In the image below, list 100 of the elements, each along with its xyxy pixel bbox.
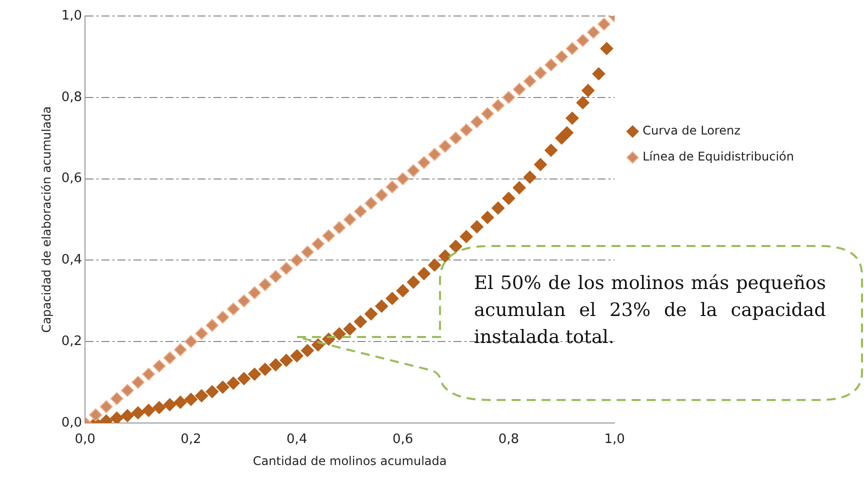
point: [280, 354, 293, 367]
point: [354, 204, 367, 218]
point: [216, 380, 230, 394]
y-tick-label: 0,8: [61, 90, 82, 105]
point: [110, 412, 124, 423]
legend-label: Línea de Equidistribución: [642, 150, 794, 164]
point: [290, 349, 304, 362]
point: [598, 18, 611, 31]
point: [312, 237, 325, 250]
point: [258, 278, 272, 292]
point: [460, 230, 473, 244]
point: [592, 67, 606, 80]
point: [428, 258, 442, 272]
point: [449, 132, 462, 145]
point: [269, 358, 282, 372]
point: [396, 172, 410, 186]
point: [406, 164, 420, 178]
legend-label: Curva de Lorenz: [642, 124, 740, 138]
point: [248, 286, 262, 300]
y-tick-label: 0,6: [61, 171, 82, 186]
point: [386, 180, 399, 194]
point: [470, 220, 484, 234]
point: [417, 267, 430, 280]
point: [184, 392, 198, 406]
point: [343, 213, 356, 226]
point: [174, 396, 187, 409]
point: [600, 42, 614, 56]
point: [492, 202, 505, 215]
point: [163, 351, 176, 364]
x-tick-label: 0,0: [74, 432, 96, 448]
point: [523, 170, 536, 184]
point: [206, 318, 219, 332]
point: [120, 409, 134, 422]
point: [576, 96, 590, 110]
point: [555, 50, 568, 64]
point: [386, 292, 399, 305]
point: [237, 294, 250, 308]
point: [248, 368, 262, 381]
point: [560, 126, 574, 140]
point: [100, 400, 113, 414]
point: [502, 90, 516, 104]
point: [481, 107, 494, 120]
x-tick-label: 0,4: [286, 432, 308, 448]
point: [375, 188, 388, 202]
point: [492, 99, 505, 112]
point: [534, 158, 547, 172]
point: [89, 408, 102, 422]
point: [576, 34, 590, 47]
x-tick-label: 1,0: [604, 432, 625, 448]
point: [258, 362, 272, 376]
y-tick-label: 0,2: [61, 334, 82, 349]
point: [195, 326, 208, 340]
point: [470, 115, 484, 128]
point: [300, 246, 314, 259]
point: [226, 302, 240, 316]
point: [237, 372, 250, 386]
point: [460, 123, 473, 136]
x-tick-label: 0,6: [392, 432, 414, 448]
point: [322, 229, 336, 242]
point: [152, 360, 166, 373]
point: [354, 315, 367, 328]
point: [269, 270, 282, 283]
point: [142, 404, 156, 417]
point: [438, 140, 452, 153]
point: [206, 385, 219, 398]
x-tick-label: 0,8: [498, 432, 520, 448]
point: [566, 112, 579, 125]
point: [110, 392, 124, 406]
point: [343, 322, 356, 336]
point: [406, 276, 420, 289]
point: [120, 384, 134, 397]
y-tick-label: 0,4: [61, 252, 82, 268]
point: [195, 389, 208, 402]
y-axis-title: Capacidad de elaboración acumulada: [39, 106, 54, 333]
x-axis-title: Cantidad de molinos acumulada: [252, 454, 447, 468]
point: [582, 84, 595, 97]
point: [544, 58, 558, 72]
x-tick-label: 0,2: [180, 432, 202, 448]
point: [438, 250, 452, 263]
point: [396, 284, 410, 298]
y-tick-label: 1,0: [61, 8, 82, 24]
point: [586, 26, 600, 39]
point: [449, 240, 462, 253]
point: [280, 262, 293, 275]
point: [544, 144, 558, 157]
point: [174, 343, 187, 356]
point: [481, 210, 494, 224]
point: [332, 221, 346, 234]
point: [290, 254, 304, 267]
point: [184, 335, 198, 348]
point: [132, 376, 145, 389]
point: [512, 82, 526, 96]
y-tick-label: 0,0: [61, 415, 82, 430]
point: [132, 406, 145, 420]
point: [226, 376, 240, 390]
point: [152, 401, 166, 414]
point: [417, 156, 430, 170]
point: [364, 307, 378, 320]
point: [375, 300, 388, 313]
point: [142, 368, 156, 381]
